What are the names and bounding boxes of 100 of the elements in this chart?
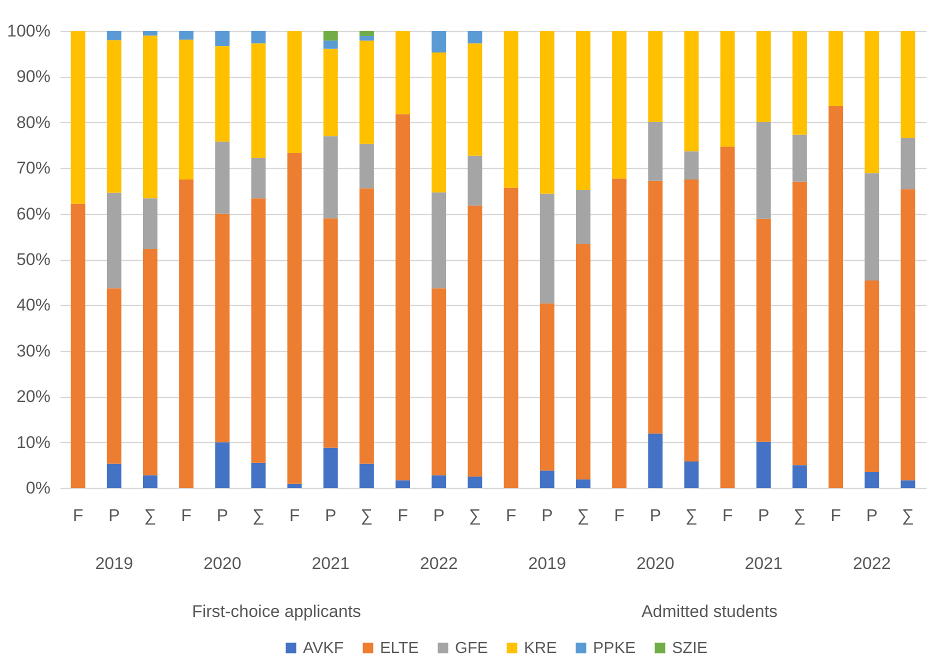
bar	[359, 31, 374, 36]
bar	[323, 218, 338, 448]
bar	[142, 198, 158, 249]
bar	[720, 146, 735, 488]
bar	[396, 31, 410, 114]
x-tick-label: P	[324, 506, 336, 525]
bar	[359, 40, 374, 144]
bar	[432, 31, 446, 52]
bar	[468, 31, 482, 44]
bar	[106, 464, 122, 488]
bar	[215, 142, 230, 214]
bar	[179, 40, 194, 180]
bar	[323, 48, 338, 136]
legend-label: ELTE	[380, 640, 419, 657]
bar	[756, 218, 771, 442]
bar	[648, 180, 663, 434]
y-tick-label: 10%	[16, 432, 50, 452]
bar	[432, 475, 446, 488]
bar	[287, 31, 302, 154]
x-tick-label: P	[433, 506, 445, 525]
bar	[576, 190, 590, 244]
bar	[287, 153, 302, 484]
bar	[900, 31, 916, 138]
bar	[468, 206, 482, 477]
bar	[215, 442, 230, 488]
bar	[540, 470, 554, 488]
x-tick-label: F	[614, 506, 624, 525]
bar	[106, 192, 122, 288]
bar	[540, 31, 554, 194]
bar	[684, 31, 699, 152]
bar	[864, 280, 880, 472]
text: 2022	[852, 554, 891, 573]
bar	[864, 31, 880, 174]
bar	[323, 40, 338, 49]
bar	[359, 144, 374, 188]
bar	[792, 182, 807, 466]
text: Admitted students	[641, 602, 778, 621]
bar	[432, 52, 446, 192]
bar	[287, 484, 302, 488]
legend-label: PPKE	[593, 640, 636, 657]
text: 2019	[528, 554, 566, 573]
bar	[684, 180, 699, 462]
x-tick-label: ∑	[252, 506, 265, 525]
bar	[251, 43, 266, 158]
bar	[540, 194, 554, 304]
legend-label: GFE	[455, 640, 488, 657]
bar	[900, 189, 916, 480]
bar	[684, 151, 699, 180]
y-tick-label: 70%	[16, 158, 50, 178]
bar	[720, 31, 735, 147]
bar	[359, 464, 374, 488]
bar	[828, 106, 844, 488]
bar	[106, 40, 122, 193]
bar	[576, 479, 590, 488]
bar	[106, 288, 122, 464]
x-tick-label: ∑	[794, 506, 806, 525]
bar	[179, 31, 194, 40]
bar	[323, 136, 338, 218]
x-tick-label: P	[108, 506, 120, 525]
text: 2019	[95, 554, 134, 573]
bar	[792, 134, 807, 182]
bar	[864, 472, 880, 488]
bar	[576, 244, 590, 480]
bar	[179, 180, 194, 488]
bar	[142, 248, 158, 476]
bar	[756, 442, 771, 488]
text: 2022	[420, 554, 458, 573]
bar	[251, 31, 266, 44]
bar	[612, 178, 627, 488]
text: First-choice applicants	[192, 602, 362, 621]
y-tick-label: 100%	[7, 22, 50, 40]
bar	[504, 188, 518, 488]
bar	[142, 31, 158, 36]
x-tick-label: F	[181, 506, 192, 525]
bar	[792, 465, 807, 488]
bar	[396, 114, 410, 480]
legend-label: KRE	[524, 640, 557, 657]
bar	[756, 122, 771, 219]
bar	[540, 303, 554, 471]
bar	[576, 31, 590, 190]
x-tick-label: F	[506, 506, 516, 525]
x-tick-label: P	[216, 506, 228, 525]
x-tick-label: ∑	[685, 506, 698, 525]
bar	[648, 31, 663, 122]
bar	[251, 462, 266, 488]
bar	[468, 476, 482, 488]
bar	[142, 36, 158, 198]
x-tick-label: ∑	[577, 506, 590, 525]
legend-label: SZIE	[672, 640, 708, 657]
bar	[504, 31, 518, 188]
y-tick-label: 90%	[16, 67, 50, 86]
bar	[468, 156, 482, 206]
bar	[612, 31, 627, 179]
bar	[251, 198, 266, 463]
bar	[396, 480, 410, 488]
bar	[359, 36, 374, 41]
x-tick-label: P	[541, 506, 553, 525]
x-tick-label: F	[289, 506, 300, 525]
y-tick-label: 60%	[16, 204, 50, 224]
x-tick-label: ∑	[468, 506, 482, 525]
